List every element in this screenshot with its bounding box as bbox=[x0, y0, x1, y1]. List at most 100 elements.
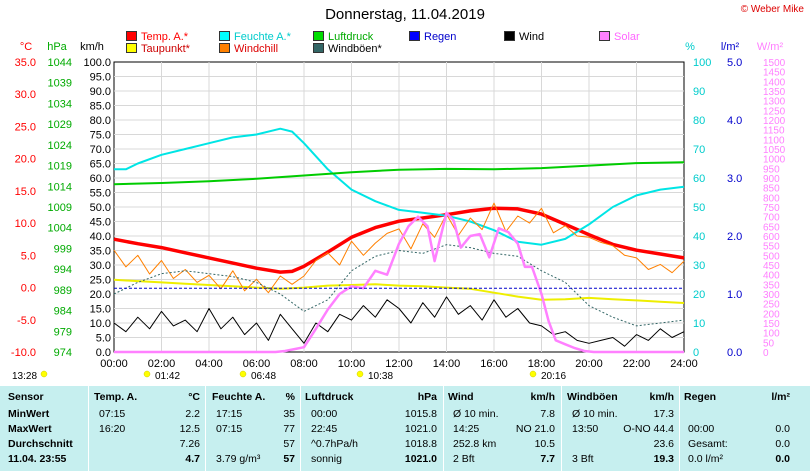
y-tick-label: 90.0 bbox=[90, 86, 111, 98]
y-tick-label: 35.0 bbox=[90, 246, 111, 258]
y-tick-label: 95.0 bbox=[90, 72, 111, 84]
legend-label: Wind bbox=[519, 31, 545, 43]
y-tick-label: 65.0 bbox=[90, 159, 111, 171]
stats-cell: 252.8 km bbox=[453, 438, 497, 450]
y-tick-label: 5.0 bbox=[96, 333, 111, 345]
stats-table: Sensor Temp. A. °C Feuchte A.% Luftdruck hPa W… bbox=[0, 386, 810, 471]
y-tick-label: 55.0 bbox=[90, 188, 111, 200]
y-tick-label: 700 bbox=[763, 213, 780, 224]
y-tick-label: 800 bbox=[763, 193, 780, 204]
y-tick-label: 70.0 bbox=[90, 144, 111, 156]
stats-header: km/h bbox=[530, 391, 555, 403]
stats-row-label: MinWert bbox=[8, 408, 50, 420]
stats-cell: 57 bbox=[283, 453, 295, 465]
y-tick-label: 1029 bbox=[48, 119, 72, 131]
y-tick-label: 20 bbox=[693, 289, 705, 301]
y-tick-label: 1100 bbox=[763, 135, 785, 146]
y-tick-label: 300 bbox=[763, 290, 780, 301]
legend-swatch bbox=[219, 31, 230, 41]
y-tick-label: 1.0 bbox=[727, 289, 742, 301]
stats-cell: 14:25 bbox=[453, 423, 480, 435]
stats-header: km/h bbox=[649, 391, 674, 403]
y-tick-label: 1050 bbox=[763, 145, 786, 156]
y-tick-label: 30.0 bbox=[90, 260, 111, 272]
y-tick-label: 45.0 bbox=[90, 217, 111, 229]
stats-row-label: MaxWert bbox=[8, 423, 52, 435]
stats-cell: NO 21.0 bbox=[515, 423, 555, 435]
legend-label: Regen bbox=[424, 31, 457, 43]
stats-cell: 13:50 bbox=[572, 423, 599, 435]
y-tick-label: 4.0 bbox=[727, 115, 742, 127]
y-tick-label: 20.0 bbox=[15, 154, 36, 166]
legend-swatch bbox=[219, 43, 230, 53]
y-tick-label: 750 bbox=[763, 203, 780, 214]
y-tick-label: 450 bbox=[763, 261, 780, 272]
y-tick-label: 974 bbox=[54, 347, 72, 359]
y-tick-label: 1400 bbox=[763, 77, 786, 88]
stats-cell: 17:15 bbox=[216, 408, 243, 420]
y-tick-label: 550 bbox=[763, 242, 780, 253]
stats-cell: 00:00 bbox=[311, 408, 338, 420]
y-tick-label: 1024 bbox=[48, 140, 72, 152]
y-tick-label: 10.0 bbox=[15, 218, 36, 230]
stats-row-label: 11.04. 23:55 bbox=[8, 453, 67, 465]
y-tick-label: 1200 bbox=[763, 116, 786, 127]
stats-cell: 10.5 bbox=[534, 438, 555, 450]
legend-item: Solar bbox=[599, 31, 640, 43]
y-tick-label: 950 bbox=[763, 164, 780, 175]
y-tick-label: 80.0 bbox=[90, 115, 111, 127]
stats-cell: 1021.0 bbox=[404, 423, 437, 435]
legend-swatch bbox=[313, 31, 324, 41]
x-tick-label: 24:00 bbox=[670, 358, 698, 370]
legend-item: Wind bbox=[504, 31, 544, 43]
y-tick-label: 90 bbox=[693, 86, 705, 98]
stats-cell: 07:15 bbox=[216, 423, 243, 435]
y-tick-label: 50 bbox=[763, 338, 775, 349]
y-tick-label: 1004 bbox=[48, 223, 72, 235]
stats-cell: 00:00 bbox=[688, 423, 715, 435]
stats-cell: 3.79 g/m³ bbox=[216, 453, 261, 465]
y-tick-label: 150 bbox=[763, 319, 780, 330]
stats-cell: 3 Bft bbox=[572, 453, 594, 465]
y-tick-label: 1044 bbox=[48, 57, 72, 69]
y-tick-label: 100 bbox=[693, 57, 711, 69]
stats-header: l/m² bbox=[771, 391, 790, 403]
series-line-windben bbox=[113, 244, 685, 327]
legend-item: Windchill bbox=[219, 43, 278, 55]
stats-header: Windböen bbox=[567, 391, 618, 403]
sun-marker-icon bbox=[356, 370, 364, 378]
x-tick-label: 18:00 bbox=[528, 358, 556, 370]
series-line-taupunkt bbox=[113, 278, 685, 304]
y-tick-label: 500 bbox=[763, 251, 780, 262]
y-tick-label: -5.0 bbox=[17, 315, 36, 327]
y-tick-label: 400 bbox=[763, 271, 780, 282]
x-tick-label: 02:00 bbox=[148, 358, 176, 370]
stats-header: °C bbox=[188, 391, 200, 403]
stats-cell: 0.0 bbox=[775, 453, 790, 465]
legend-swatch bbox=[313, 43, 324, 53]
stats-cell: 77 bbox=[283, 423, 295, 435]
y-tick-label: -10.0 bbox=[11, 347, 36, 359]
stats-header: Wind bbox=[448, 391, 474, 403]
stats-cell: 23.6 bbox=[653, 438, 674, 450]
legend-label: Solar bbox=[614, 31, 640, 43]
sun-marker-icon bbox=[529, 370, 537, 378]
stats-cell: 0.0 bbox=[775, 438, 790, 450]
sun-marker-label: 10:38 bbox=[368, 371, 393, 382]
stats-header: Sensor bbox=[8, 391, 44, 403]
stats-cell: O-NO 44.4 bbox=[623, 423, 674, 435]
table-divider bbox=[679, 386, 680, 471]
legend-label: Windböen* bbox=[328, 43, 382, 55]
legend-item: Regen bbox=[409, 31, 456, 43]
x-tick-label: 04:00 bbox=[195, 358, 223, 370]
stats-cell: Ø 10 min. bbox=[453, 408, 499, 420]
y-tick-label: 1009 bbox=[48, 202, 72, 214]
y-tick-label: 50 bbox=[693, 202, 705, 214]
y-tick-label: 989 bbox=[54, 285, 72, 297]
y-tick-label: 1150 bbox=[763, 126, 785, 137]
stats-cell: 57 bbox=[283, 438, 295, 450]
legend-label: Temp. A.* bbox=[141, 31, 189, 43]
weather-chart: °C hPa km/h% l/m² W/m² 35.0 30.0 25.0 20.0 15.0 10… bbox=[11, 41, 786, 382]
stats-cell: 7.7 bbox=[540, 453, 555, 465]
axis-unit-label: km/h bbox=[80, 41, 104, 53]
